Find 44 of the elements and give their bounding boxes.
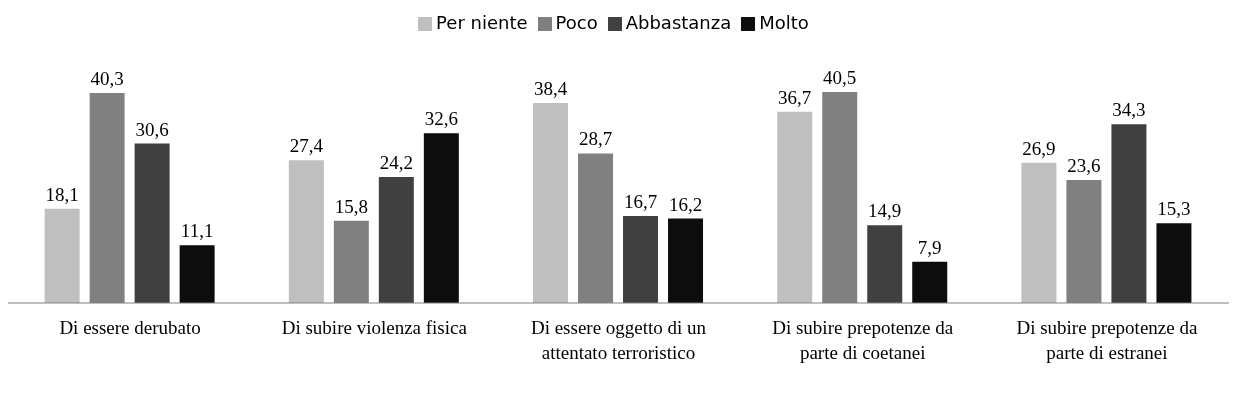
- bar: [533, 102, 569, 303]
- legend-label: Per niente: [436, 12, 528, 33]
- data-label: 16,7: [623, 191, 658, 212]
- bar: [1111, 124, 1147, 303]
- data-label: 40,5: [823, 67, 857, 88]
- data-label: 14,9: [868, 200, 902, 222]
- data-label: 40,3: [90, 68, 124, 90]
- bar: [1021, 162, 1057, 303]
- bar: [44, 208, 80, 303]
- x-tick-label: Di essere derubato: [59, 317, 201, 339]
- data-label: 15,8: [334, 195, 368, 217]
- data-label: 32,6: [424, 108, 458, 130]
- x-tick-label: Di subire violenza fisica: [281, 317, 468, 339]
- data-label: 28,7: [578, 128, 613, 150]
- data-label: 26,9: [1022, 137, 1056, 159]
- bar: [134, 143, 170, 303]
- data-label: 34,3: [1112, 99, 1146, 121]
- legend-label: Poco: [555, 12, 598, 33]
- bar: [288, 160, 324, 303]
- bar: [867, 225, 903, 303]
- data-label: 15,3: [1157, 198, 1191, 220]
- data-label: 38,4: [533, 77, 568, 99]
- data-label: 7,9: [917, 236, 942, 258]
- data-label: 24,2: [379, 151, 413, 173]
- x-tick-label: Di essere oggetto di un attentato terroristico: [530, 317, 707, 364]
- bar: [912, 261, 948, 303]
- data-label: 16,2: [668, 193, 703, 215]
- data-label: 30,6: [135, 118, 169, 140]
- data-label: 36,7: [778, 86, 812, 108]
- data-label: 11,1: [180, 220, 214, 242]
- bar: [378, 176, 414, 303]
- bar: [423, 133, 459, 303]
- bar: [1156, 223, 1192, 303]
- x-tick-label: Di subire prepotenze da parte di coetanei: [772, 317, 954, 364]
- bar: [668, 218, 704, 303]
- data-label: 18,1: [45, 183, 79, 205]
- legend-label: Molto: [759, 12, 809, 33]
- x-tick-label: Di subire prepotenze da parte di estranei: [1016, 317, 1198, 364]
- bar: [179, 245, 215, 303]
- data-label: 23,6: [1067, 155, 1101, 177]
- bar: [777, 111, 813, 303]
- bar: [623, 216, 659, 303]
- legend-label: Abbastanza: [625, 12, 732, 33]
- data-label: 27,4: [289, 135, 324, 157]
